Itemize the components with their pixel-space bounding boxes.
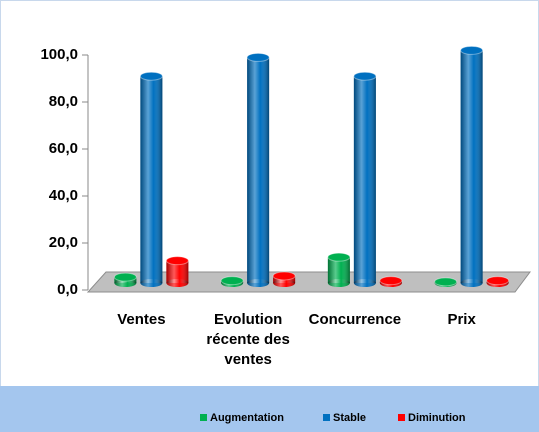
bar-top bbox=[113, 272, 137, 282]
cylinder bbox=[165, 256, 189, 287]
cylinder bbox=[220, 276, 244, 287]
cylinder bbox=[434, 277, 458, 287]
cylinder bbox=[353, 71, 377, 287]
legend-swatch bbox=[398, 414, 405, 421]
floor bbox=[86, 271, 531, 293]
bar-top bbox=[165, 256, 189, 266]
bar-top bbox=[246, 52, 270, 62]
cylinder bbox=[113, 272, 137, 287]
y-tick-label: 20,0 bbox=[49, 234, 78, 251]
bar-top bbox=[486, 276, 510, 286]
cylinder bbox=[486, 276, 510, 287]
cylinder bbox=[460, 45, 484, 287]
bar-top bbox=[272, 271, 296, 281]
legend-band bbox=[0, 386, 539, 432]
y-tick-label: 40,0 bbox=[49, 187, 78, 204]
cylinder bbox=[379, 276, 403, 287]
bar-shade bbox=[140, 76, 163, 283]
bar-bottom-shade bbox=[460, 279, 483, 287]
bar-bottom-shade bbox=[166, 279, 189, 287]
bar-top bbox=[139, 71, 163, 81]
cylinder bbox=[327, 252, 351, 287]
bar-shade bbox=[166, 260, 189, 283]
bar-top bbox=[220, 276, 244, 286]
y-tick-label: 80,0 bbox=[49, 93, 78, 110]
legend-swatch bbox=[200, 414, 207, 421]
bar-shade bbox=[247, 57, 270, 284]
bar-shade bbox=[460, 50, 483, 283]
bar-top bbox=[434, 277, 458, 287]
x-tick-label: Ventes bbox=[117, 311, 166, 328]
bar-top bbox=[460, 45, 484, 55]
bar-top bbox=[379, 276, 403, 286]
x-tick-label: Prix bbox=[447, 311, 476, 328]
cylinder bbox=[246, 52, 270, 287]
x-tick-label: Concurrence bbox=[308, 311, 402, 328]
bar-bottom-shade bbox=[327, 279, 350, 287]
bar-top bbox=[327, 252, 351, 262]
legend-swatch bbox=[323, 414, 330, 421]
legend-label: Augmentation bbox=[210, 412, 284, 424]
legend-label: Diminution bbox=[408, 412, 466, 424]
bar-bottom-shade bbox=[273, 279, 296, 287]
bar-top bbox=[353, 71, 377, 81]
y-tick-label: 60,0 bbox=[49, 140, 78, 157]
cylinder bbox=[139, 71, 163, 287]
bar-bottom-shade bbox=[247, 279, 270, 287]
bar-shade bbox=[327, 257, 350, 283]
bar-bottom-shade bbox=[353, 279, 376, 287]
x-tick-label: Evolution récente des ventes bbox=[206, 311, 290, 368]
bar-bottom-shade bbox=[140, 279, 163, 287]
y-tick-label: 0,0 bbox=[57, 281, 78, 298]
cylinder bbox=[272, 271, 296, 287]
legend-label: Stable bbox=[333, 412, 366, 424]
y-tick-label: 100,0 bbox=[40, 46, 78, 63]
bar-bottom-shade bbox=[114, 279, 137, 287]
bar-shade bbox=[353, 76, 376, 283]
